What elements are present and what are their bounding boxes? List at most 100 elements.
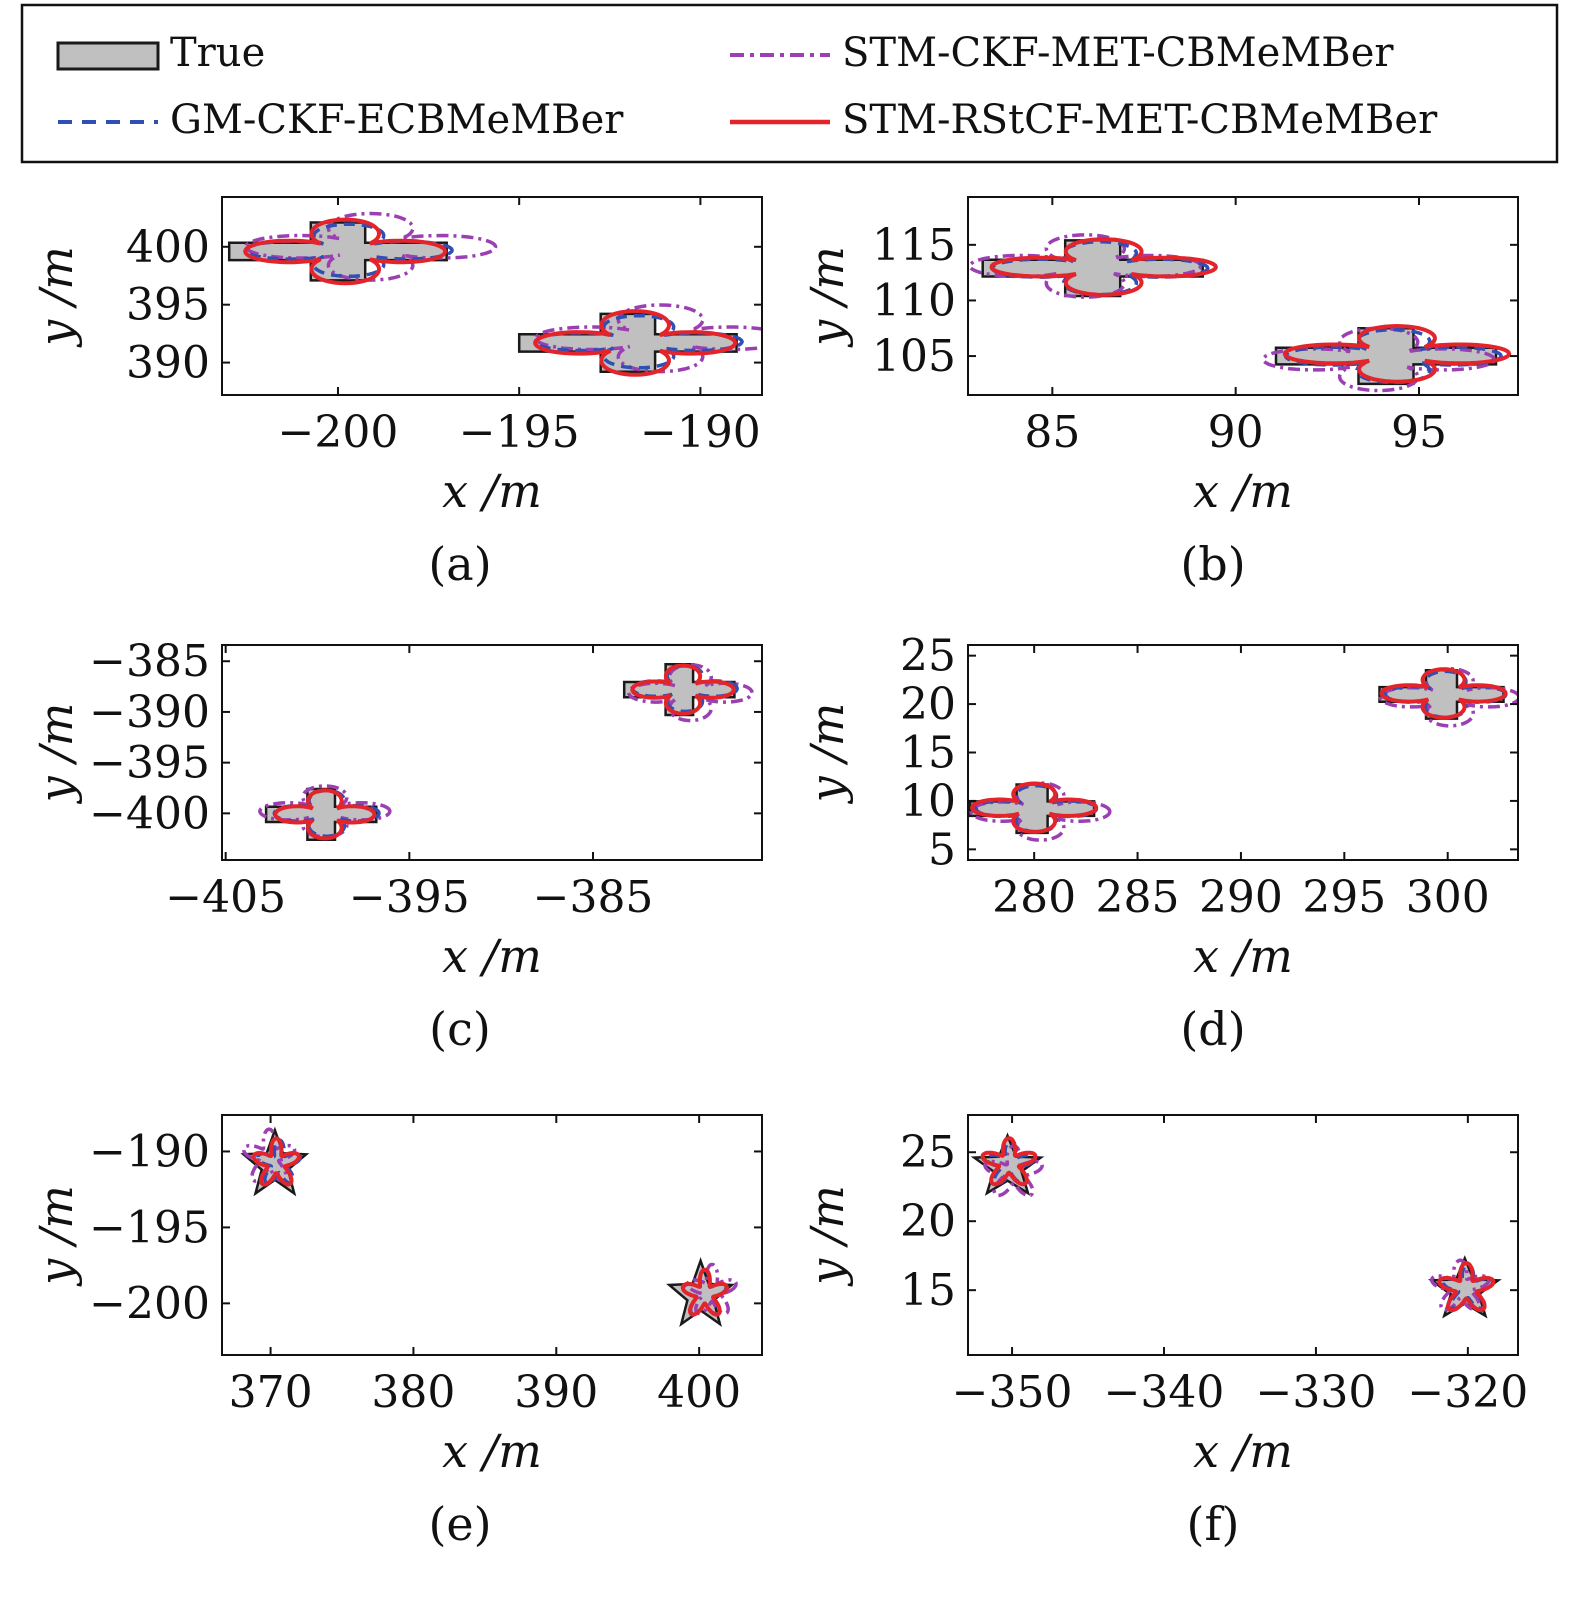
legend-label-gm: GM-CKF-ECBMeMBer [170, 97, 624, 143]
y-tick-label: −195 [89, 1202, 210, 1253]
x-tick-label: −395 [349, 872, 470, 923]
x-tick-label: −190 [640, 407, 761, 458]
x-tick-label: 85 [1024, 407, 1080, 458]
y-axis-label: y /m [29, 703, 83, 805]
x-tick-label: 95 [1391, 407, 1447, 458]
estimate-gm-1 [243, 222, 454, 279]
subplot-caption: (b) [1180, 537, 1245, 591]
x-tick-label: −330 [1255, 1367, 1376, 1418]
y-tick-label: 10 [900, 776, 956, 827]
x-tick-label: 380 [371, 1367, 455, 1418]
estimate-stm-ckf-2 [1378, 666, 1518, 728]
x-tick-label: 295 [1302, 872, 1386, 923]
x-tick-label: 390 [514, 1367, 598, 1418]
estimate-stm-rstcf-2 [1437, 1261, 1496, 1313]
estimate-gm-2 [533, 313, 745, 370]
x-tick-label: −385 [533, 872, 654, 923]
y-tick-label: 25 [900, 1127, 956, 1178]
y-tick-label: −390 [89, 687, 210, 738]
x-tick-label: 400 [657, 1367, 741, 1418]
subplot-f: −350 −340 −330 −320 15 20 25 x /m y /m (f) [800, 1114, 1528, 1551]
estimate-stm-rstcf-1 [970, 781, 1099, 834]
y-tick-label: −200 [89, 1278, 210, 1329]
legend-label-true: True [170, 30, 265, 76]
y-tick-label: 110 [872, 275, 956, 326]
x-tick-label: −350 [952, 1367, 1073, 1418]
estimate-stm-ckf-1 [968, 233, 1203, 299]
y-tick-label: −395 [89, 738, 210, 789]
estimate-stm-ckf-1 [257, 784, 392, 839]
plot-content [968, 666, 1518, 842]
subplots: −200 −195 −190 390 395 400 x /m y /m (a) 85 90 95 10… [29, 196, 1528, 1551]
axes-frame [221, 196, 763, 396]
x-axis-label: x /m [1193, 929, 1293, 983]
estimate-stm-rstcf-2 [680, 1267, 729, 1317]
estimate-stm-rstcf-1 [980, 1136, 1038, 1187]
estimate-stm-ckf-2 [533, 303, 762, 374]
x-tick-label: −195 [459, 407, 580, 458]
plot-content [257, 663, 754, 841]
estimate-stm-ckf-2 [686, 1262, 738, 1316]
plot-area [222, 1115, 762, 1355]
y-axis-label: y /m [800, 1185, 854, 1287]
x-tick-label: −320 [1407, 1367, 1528, 1418]
estimate-stm-rstcf-1 [273, 788, 377, 841]
plot-content [240, 1126, 738, 1327]
y-axis-label: y /m [29, 1185, 83, 1287]
x-tick-label: −200 [278, 407, 399, 458]
y-tick-label: 20 [900, 1196, 956, 1247]
plot-content [970, 1132, 1502, 1319]
y-tick-label: −400 [89, 788, 210, 839]
axes-frame [221, 644, 763, 861]
legend-box [20, 3, 1559, 164]
x-axis-label: x /m [442, 464, 542, 518]
y-tick-label: 400 [126, 222, 210, 273]
subplot-caption: (c) [429, 1002, 491, 1056]
plot-area [222, 197, 762, 395]
axes-frame [221, 1114, 763, 1356]
estimate-stm-rstcf-1 [989, 237, 1219, 297]
subplot-caption: (e) [428, 1497, 491, 1551]
y-tick-label: 105 [872, 331, 956, 382]
x-axis-label: x /m [442, 1424, 542, 1478]
subplot-caption: (d) [1180, 1002, 1245, 1056]
y-axis-label: y /m [800, 246, 854, 348]
subplot-e: 370 380 390 400 −200 −195 −190 x /m y /m (e) [29, 1114, 763, 1551]
y-tick-label: 15 [900, 728, 956, 779]
estimate-stm-rstcf-2 [533, 309, 738, 377]
legend-swatch-true [56, 41, 160, 71]
plot-content [227, 211, 762, 377]
estimate-stm-ckf-2 [1261, 326, 1497, 393]
legend: True STM-CKF-MET-CBMeMBer GM-CKF-ECBMeMB… [20, 3, 1559, 164]
y-tick-label: 5 [928, 824, 956, 875]
x-tick-label: −340 [1104, 1367, 1225, 1418]
y-axis-label: y /m [800, 703, 854, 805]
legend-label-stm-rstcf: STM-RStCF-MET-CBMeMBer [842, 97, 1438, 143]
x-tick-label: 90 [1208, 407, 1264, 458]
y-tick-label: −385 [89, 636, 210, 687]
axes-frame [967, 196, 1519, 396]
estimate-stm-rstcf-2 [630, 663, 736, 716]
y-tick-label: 115 [872, 220, 956, 271]
estimate-stm-ckf-1 [969, 781, 1112, 842]
x-tick-label: 280 [992, 872, 1076, 923]
x-tick-label: 285 [1096, 872, 1180, 923]
y-tick-label: 20 [900, 679, 956, 730]
subplot-caption: (f) [1187, 1497, 1240, 1551]
estimate-stm-rstcf-1 [243, 217, 448, 286]
estimate-stm-ckf-2 [626, 663, 754, 723]
x-axis-label: x /m [1193, 464, 1293, 518]
subplot-caption: (a) [428, 537, 491, 591]
y-axis-label: y /m [29, 246, 83, 348]
estimate-stm-rstcf-2 [1282, 323, 1512, 384]
estimate-stm-rstcf-1 [251, 1136, 301, 1187]
x-axis-label: x /m [1193, 1424, 1293, 1478]
x-tick-label: 300 [1406, 872, 1490, 923]
x-tick-label: −405 [165, 872, 286, 923]
y-tick-label: 390 [126, 338, 210, 389]
y-tick-label: −190 [89, 1126, 210, 1177]
